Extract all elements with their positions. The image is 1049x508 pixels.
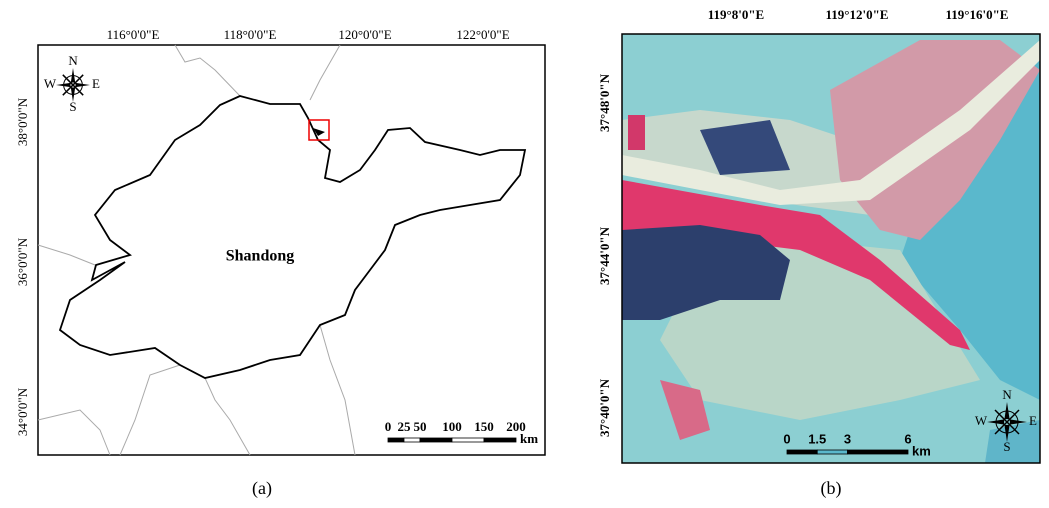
figure: Shandong 116°0'0"E 118°0'0"E 120°0'0"E 1… bbox=[0, 0, 1049, 503]
scale-label: 100 bbox=[442, 419, 462, 434]
scale-segment bbox=[404, 438, 420, 442]
lat-label: 37°48'0"N bbox=[597, 73, 612, 132]
lon-label: 119°8'0"E bbox=[708, 7, 764, 22]
scale-segment bbox=[787, 450, 817, 454]
lon-label: 120°0'0"E bbox=[338, 27, 391, 42]
scale-label: 0 bbox=[385, 419, 392, 434]
lon-label: 118°0'0"E bbox=[224, 27, 277, 42]
lon-label: 119°12'0"E bbox=[826, 7, 889, 22]
lon-label: 119°16'0"E bbox=[946, 7, 1009, 22]
lon-label: 122°0'0"E bbox=[456, 27, 509, 42]
compass-e: E bbox=[1029, 413, 1037, 428]
compass-w: W bbox=[975, 413, 988, 428]
scale-label: 25 bbox=[398, 419, 412, 434]
compass-s: S bbox=[69, 99, 76, 114]
compass-n: N bbox=[1002, 387, 1012, 402]
satellite-image bbox=[622, 34, 1040, 463]
caption: (a) bbox=[252, 478, 272, 499]
scale-segment bbox=[420, 438, 452, 442]
compass-w: W bbox=[44, 76, 57, 91]
compass-s: S bbox=[1003, 439, 1010, 454]
scale-label: 6 bbox=[904, 431, 911, 446]
lat-label: 38°0'0"N bbox=[15, 97, 30, 146]
scale-label: 150 bbox=[474, 419, 494, 434]
panel-a: Shandong 116°0'0"E 118°0'0"E 120°0'0"E 1… bbox=[15, 27, 545, 499]
scale-label: 50 bbox=[414, 419, 427, 434]
lat-label: 37°40'0"N bbox=[597, 378, 612, 437]
scale-segment bbox=[484, 438, 516, 442]
scale-unit: km bbox=[520, 431, 538, 446]
lat-label: 34°0'0"N bbox=[15, 387, 30, 436]
scale-segment bbox=[817, 450, 847, 454]
scale-segment bbox=[452, 438, 484, 442]
scale-label: 0 bbox=[783, 431, 790, 446]
lon-label: 116°0'0"E bbox=[107, 27, 160, 42]
scale-label: 3 bbox=[844, 431, 851, 446]
panel-b: 119°8'0"E 119°12'0"E 119°16'0"E 37°48'0"… bbox=[597, 7, 1040, 499]
region-label: Shandong bbox=[226, 248, 295, 265]
lat-label: 37°44'0"N bbox=[597, 226, 612, 285]
caption: (b) bbox=[821, 478, 842, 499]
scale-segment bbox=[388, 438, 404, 442]
scale-label: 1.5 bbox=[808, 431, 826, 446]
lat-label: 36°0'0"N bbox=[15, 237, 30, 286]
scale-segment bbox=[848, 450, 909, 454]
compass-e: E bbox=[92, 76, 100, 91]
scale-unit: km bbox=[912, 443, 931, 458]
compass-n: N bbox=[68, 53, 78, 68]
